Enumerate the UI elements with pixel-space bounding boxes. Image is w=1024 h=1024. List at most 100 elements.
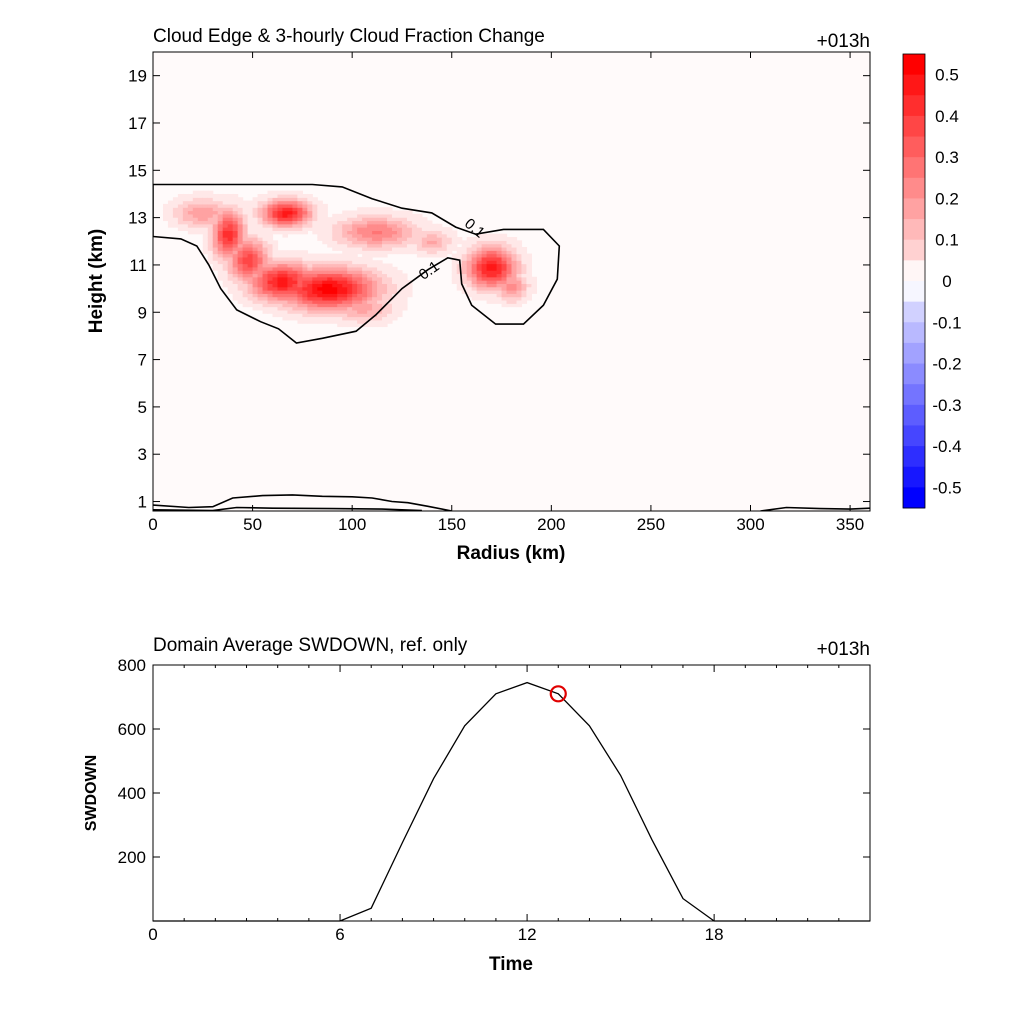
- heatmap-cell: [426, 223, 433, 228]
- heatmap-cell: [367, 253, 373, 258]
- heatmap-cell: [287, 290, 294, 294]
- heatmap-cell: [526, 270, 533, 275]
- heatmap-cell: [242, 299, 249, 304]
- heatmap-cell: [516, 276, 523, 281]
- heatmap-cell: [496, 293, 503, 298]
- heatmap-cell: [182, 213, 189, 218]
- heatmap-cell: [217, 200, 224, 205]
- heatmap-cell: [277, 266, 284, 271]
- heatmap-cell: [501, 256, 508, 261]
- heatmap-cell: [377, 240, 383, 245]
- y-tick-label: 13: [128, 209, 147, 228]
- heatmap-cell: [526, 263, 533, 268]
- heatmap-cell: [337, 313, 343, 318]
- heatmap-cell: [332, 306, 338, 311]
- heatmap-cell: [257, 299, 264, 304]
- heatmap-cell: [526, 286, 533, 291]
- colorbar-swatch: [903, 384, 925, 406]
- heatmap-cell: [416, 253, 423, 258]
- heatmap-cell: [287, 213, 294, 218]
- heatmap-cell: [317, 233, 323, 238]
- heatmap-cell: [387, 243, 393, 248]
- heatmap-cell: [247, 260, 254, 265]
- heatmap-cell: [486, 286, 493, 291]
- heatmap-cell: [297, 293, 303, 298]
- heatmap-cell: [347, 286, 353, 291]
- heatmap-cell: [207, 213, 214, 218]
- heatmap-cell: [292, 213, 298, 218]
- heatmap-cell: [377, 227, 383, 231]
- heatmap-cell: [282, 283, 289, 288]
- heatmap-cell: [172, 220, 179, 225]
- heatmap-cell: [406, 220, 413, 225]
- heatmap-cell: [272, 286, 279, 291]
- heatmap-cell: [382, 243, 388, 248]
- heatmap-cell: [471, 253, 478, 258]
- heatmap-cell: [481, 296, 488, 301]
- heatmap-cell: [486, 270, 493, 275]
- heatmap-cell: [521, 280, 528, 284]
- heatmap-cell: [446, 250, 453, 255]
- heatmap-cell: [247, 280, 254, 284]
- heatmap-cell: [212, 250, 219, 255]
- heatmap-cell: [252, 286, 259, 291]
- heatmap-cell: [506, 266, 513, 271]
- heatmap-cell: [511, 256, 518, 261]
- y-tick-label: 17: [128, 114, 147, 133]
- heatmap-cell: [322, 263, 328, 268]
- heatmap-cell: [491, 270, 498, 275]
- heatmap-cell: [501, 299, 508, 304]
- heatmap-cell: [396, 270, 403, 275]
- heatmap-cell: [242, 266, 249, 271]
- heatmap-cell: [322, 207, 328, 212]
- heatmap-cell: [277, 213, 284, 218]
- heatmap-cell: [252, 276, 259, 281]
- heatmap-cell: [396, 220, 403, 225]
- heatmap-cell: [232, 207, 239, 212]
- heatmap-cell: [297, 200, 303, 205]
- heatmap-cell: [506, 273, 513, 278]
- heatmap-cell: [352, 323, 358, 328]
- heatmap-cell: [352, 290, 358, 294]
- heatmap-cell: [262, 217, 269, 222]
- heatmap-cell: [307, 306, 313, 311]
- heatmap-cell: [531, 286, 537, 291]
- heatmap-cell: [312, 273, 318, 278]
- colorbar-swatch: [903, 342, 925, 364]
- heatmap-cell: [232, 256, 239, 261]
- heatmap-cell: [212, 197, 219, 202]
- heatmap-cell: [177, 220, 184, 225]
- x-tick-label: 350: [836, 515, 864, 534]
- heatmap-cell: [416, 217, 423, 222]
- heatmap-cell: [312, 197, 318, 202]
- heatmap-cell: [282, 203, 289, 208]
- heatmap-cell: [267, 243, 274, 248]
- heatmap-cell: [317, 263, 323, 268]
- x-tick-label: 150: [438, 515, 466, 534]
- heatmap-cell: [516, 243, 523, 248]
- heatmap-cell: [217, 210, 224, 215]
- heatmap-cell: [387, 230, 393, 235]
- heatmap-cell: [317, 313, 323, 318]
- heatmap-cell: [192, 200, 199, 205]
- heatmap-cell: [242, 203, 249, 208]
- heatmap-cell: [267, 237, 274, 241]
- heatmap-cell: [421, 223, 428, 228]
- heatmap-cell: [302, 220, 308, 225]
- heatmap-cell: [317, 210, 323, 215]
- heatmap-cell: [287, 286, 294, 291]
- heatmap-cell: [377, 266, 383, 271]
- heatmap-cell: [496, 253, 503, 258]
- heatmap-cell: [506, 250, 513, 255]
- heatmap-cell: [232, 240, 239, 245]
- heatmap-cell: [287, 266, 294, 271]
- heatmap-cell: [242, 233, 249, 238]
- heatmap-cell: [352, 293, 358, 298]
- heatmap-cell: [392, 309, 398, 314]
- heatmap-cell: [367, 299, 373, 304]
- heatmap-cell: [227, 253, 234, 258]
- heatmap-cell: [322, 223, 328, 228]
- heatmap-cell: [461, 263, 468, 268]
- heatmap-cell: [486, 290, 493, 294]
